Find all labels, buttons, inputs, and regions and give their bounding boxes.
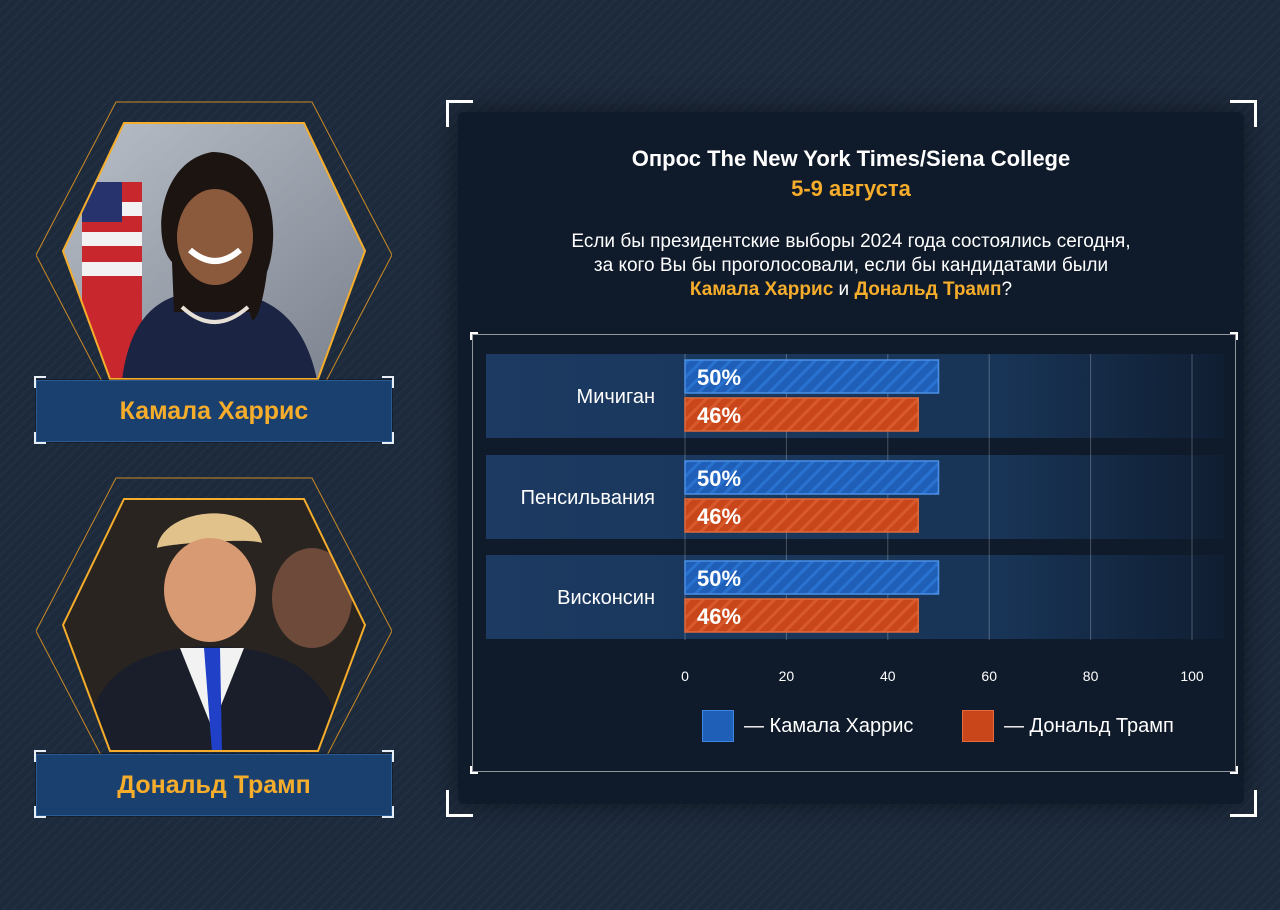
legend-harris: — Камала Харрис: [702, 710, 913, 742]
frame-corner: [1230, 332, 1238, 340]
corner-br: [382, 806, 394, 818]
legend-label-trump: — Дональд Трамп: [1004, 714, 1174, 737]
legend-trump: — Дональд Трамп: [962, 710, 1174, 742]
question-line-2: за кого Вы бы проголосовали, если бы кан…: [593, 255, 1109, 276]
bracket-tr: [1230, 100, 1257, 127]
poll-title: Опрос The New York Times/Siena College: [631, 146, 1071, 171]
trump-name-box: Дональд Трамп: [36, 754, 392, 816]
corner-bl: [34, 806, 46, 818]
trump-photo: [62, 498, 366, 752]
bracket-bl: [446, 790, 473, 817]
corner-bl: [34, 432, 46, 444]
question-line-3: Камала Харрис и Дональд Трамп?: [458, 278, 1244, 302]
legend-swatch-trump: [962, 710, 994, 742]
legend-swatch-harris: [702, 710, 734, 742]
question-end: ?: [1001, 279, 1013, 300]
question-line-1: Если бы президентские выборы 2024 года с…: [571, 231, 1131, 252]
corner-br: [382, 432, 394, 444]
question-name-harris: Камала Харрис: [689, 279, 834, 300]
corner-tl: [34, 750, 46, 762]
question-name-trump: Дональд Трамп: [854, 279, 1002, 300]
harris-name-box: Камала Харрис: [36, 380, 392, 442]
chart-frame: [470, 332, 1238, 774]
frame-corner: [470, 766, 478, 774]
frame-corner: [1230, 766, 1238, 774]
bracket-tl: [446, 100, 473, 127]
poll-dates: 5-9 августа: [791, 176, 911, 201]
bracket-br: [1230, 790, 1257, 817]
question-conj: и: [833, 279, 855, 300]
poll-question: Если бы президентские выборы 2024 года с…: [458, 230, 1244, 302]
corner-tr: [382, 750, 394, 762]
corner-tl: [34, 376, 46, 388]
corner-tr: [382, 376, 394, 388]
harris-photo: [62, 122, 366, 380]
legend-label-harris: — Камала Харрис: [744, 714, 914, 737]
frame-corner: [470, 332, 478, 340]
